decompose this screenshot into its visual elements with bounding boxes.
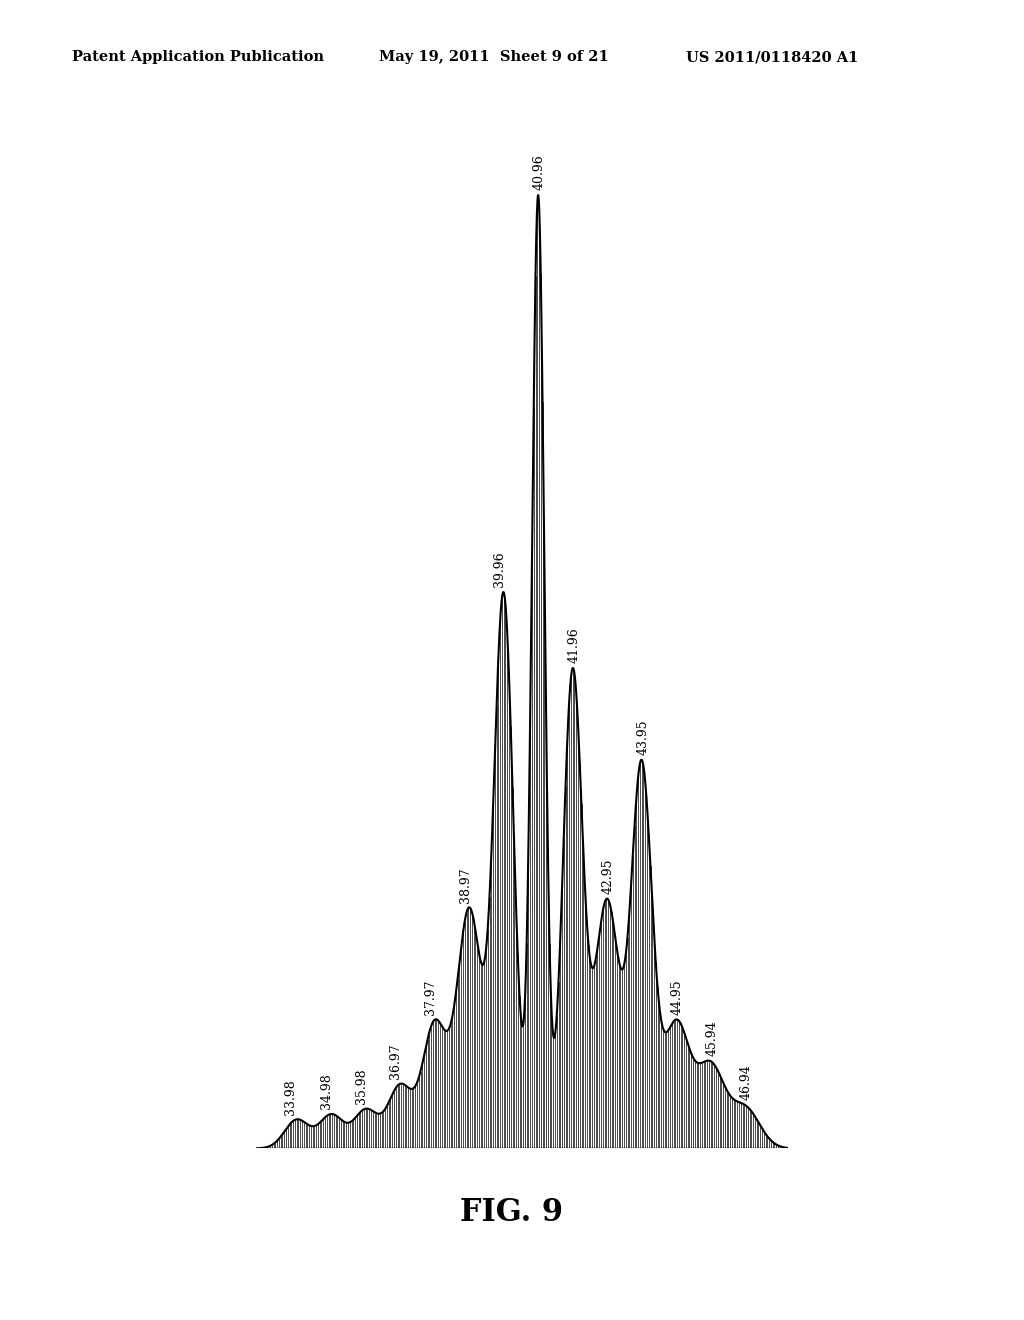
Text: 33.98: 33.98 — [284, 1078, 297, 1114]
Text: 43.95: 43.95 — [636, 719, 649, 755]
Text: 42.95: 42.95 — [602, 858, 614, 894]
Text: 36.97: 36.97 — [389, 1043, 402, 1078]
Text: US 2011/0118420 A1: US 2011/0118420 A1 — [686, 50, 858, 65]
Text: 34.98: 34.98 — [319, 1073, 333, 1109]
Text: 46.94: 46.94 — [739, 1064, 753, 1100]
Text: May 19, 2011  Sheet 9 of 21: May 19, 2011 Sheet 9 of 21 — [379, 50, 608, 65]
Text: Patent Application Publication: Patent Application Publication — [72, 50, 324, 65]
Text: 40.96: 40.96 — [534, 154, 546, 190]
Text: 44.95: 44.95 — [671, 979, 684, 1015]
Text: 35.98: 35.98 — [355, 1068, 368, 1104]
Text: 39.96: 39.96 — [493, 552, 506, 587]
Text: 41.96: 41.96 — [567, 627, 581, 664]
Text: FIG. 9: FIG. 9 — [461, 1197, 563, 1228]
Text: 38.97: 38.97 — [459, 867, 472, 903]
Text: 37.97: 37.97 — [424, 979, 437, 1015]
Text: 45.94: 45.94 — [706, 1020, 718, 1056]
